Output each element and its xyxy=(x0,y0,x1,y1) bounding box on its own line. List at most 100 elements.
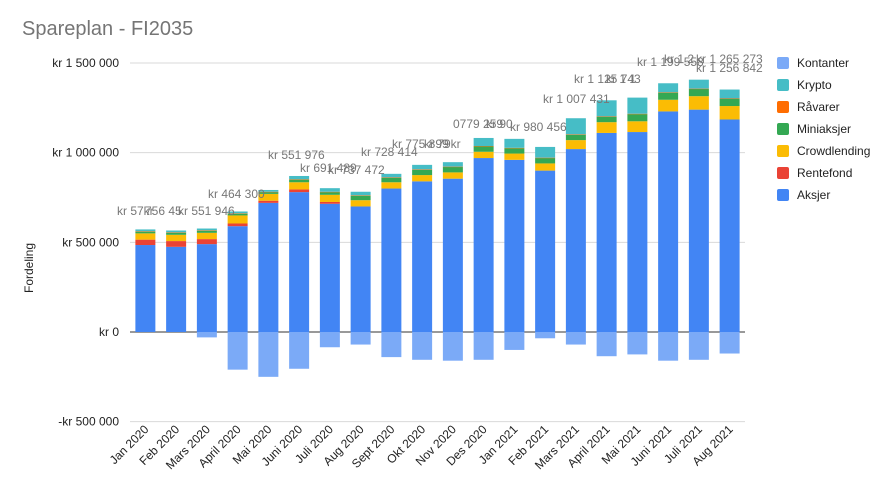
bar-segment-aksjer[interactable] xyxy=(565,149,586,332)
bar-segment-aksjer[interactable] xyxy=(319,203,340,332)
bar-segment-crowdlending[interactable] xyxy=(381,182,402,189)
bar-segment-aksjer[interactable] xyxy=(227,226,248,332)
bar-segment-krypto[interactable] xyxy=(258,189,279,192)
bar-segment-kontanter[interactable] xyxy=(196,332,217,338)
bar-segment-krypto[interactable] xyxy=(166,230,187,233)
bar-segment-krypto[interactable] xyxy=(381,173,402,178)
bar-segment-kontanter[interactable] xyxy=(350,332,371,345)
bar-segment-krypto[interactable] xyxy=(289,175,310,180)
bar-segment-krypto[interactable] xyxy=(196,228,217,231)
bar-segment-r-varer[interactable] xyxy=(350,195,371,196)
bar-segment-krypto[interactable] xyxy=(473,137,494,147)
bar-segment-miniaksjer[interactable] xyxy=(166,232,187,235)
bar-segment-r-varer[interactable] xyxy=(412,169,433,170)
bar-segment-r-varer[interactable] xyxy=(135,231,156,232)
bar-segment-aksjer[interactable] xyxy=(473,158,494,332)
bar-segment-r-varer[interactable] xyxy=(442,166,463,168)
bar-segment-crowdlending[interactable] xyxy=(412,175,433,182)
bar-segment-crowdlending[interactable] xyxy=(596,122,617,133)
bar-segment-krypto[interactable] xyxy=(535,146,556,158)
bar-segment-krypto[interactable] xyxy=(688,79,709,89)
bar-segment-kontanter[interactable] xyxy=(381,332,402,358)
bar-segment-crowdlending[interactable] xyxy=(166,234,187,242)
bar-segment-krypto[interactable] xyxy=(719,89,740,99)
bar-segment-kontanter[interactable] xyxy=(473,332,494,360)
bar-segment-r-varer[interactable] xyxy=(596,116,617,117)
bar-segment-kontanter[interactable] xyxy=(258,332,279,377)
bar-segment-kontanter[interactable] xyxy=(596,332,617,357)
bar-segment-aksjer[interactable] xyxy=(596,132,617,332)
bar-segment-miniaksjer[interactable] xyxy=(535,158,556,164)
bar-segment-crowdlending[interactable] xyxy=(504,153,525,160)
bar-segment-r-varer[interactable] xyxy=(381,177,402,178)
bar-segment-rentefond[interactable] xyxy=(319,201,340,204)
bar-segment-aksjer[interactable] xyxy=(719,119,740,333)
bar-segment-kontanter[interactable] xyxy=(289,332,310,369)
bar-segment-crowdlending[interactable] xyxy=(658,99,679,112)
bar-segment-kontanter[interactable] xyxy=(319,332,340,348)
bar-segment-kontanter[interactable] xyxy=(227,332,248,370)
bar-segment-crowdlending[interactable] xyxy=(319,194,340,202)
bar-segment-miniaksjer[interactable] xyxy=(135,231,156,234)
bar-segment-krypto[interactable] xyxy=(412,164,433,170)
bar-segment-rentefond[interactable] xyxy=(289,189,310,193)
bar-segment-aksjer[interactable] xyxy=(504,159,525,332)
bar-segment-krypto[interactable] xyxy=(565,118,586,135)
bar-segment-r-varer[interactable] xyxy=(627,113,648,115)
bar-segment-crowdlending[interactable] xyxy=(135,233,156,240)
bar-segment-miniaksjer[interactable] xyxy=(719,98,740,107)
bar-segment-krypto[interactable] xyxy=(319,188,340,192)
bar-segment-r-varer[interactable] xyxy=(535,157,556,159)
bar-segment-miniaksjer[interactable] xyxy=(319,192,340,195)
bar-segment-krypto[interactable] xyxy=(658,83,679,93)
bar-segment-miniaksjer[interactable] xyxy=(596,116,617,123)
bar-segment-krypto[interactable] xyxy=(350,191,371,196)
bar-segment-r-varer[interactable] xyxy=(196,230,217,231)
bar-segment-r-varer[interactable] xyxy=(258,191,279,193)
bar-segment-miniaksjer[interactable] xyxy=(258,192,279,194)
bar-segment-krypto[interactable] xyxy=(504,138,525,148)
bar-segment-miniaksjer[interactable] xyxy=(196,230,217,233)
bar-segment-r-varer[interactable] xyxy=(658,92,679,93)
bar-segment-krypto[interactable] xyxy=(442,162,463,167)
bar-segment-aksjer[interactable] xyxy=(535,170,556,332)
bar-segment-aksjer[interactable] xyxy=(135,245,156,332)
bar-segment-kontanter[interactable] xyxy=(658,332,679,361)
bar-segment-miniaksjer[interactable] xyxy=(381,177,402,183)
bar-segment-crowdlending[interactable] xyxy=(719,106,740,120)
bar-segment-krypto[interactable] xyxy=(227,211,248,214)
bar-segment-crowdlending[interactable] xyxy=(227,215,248,224)
bar-segment-kontanter[interactable] xyxy=(627,332,648,355)
bar-segment-aksjer[interactable] xyxy=(412,181,433,332)
bar-segment-miniaksjer[interactable] xyxy=(473,146,494,152)
bar-segment-rentefond[interactable] xyxy=(227,223,248,227)
bar-segment-kontanter[interactable] xyxy=(688,332,709,360)
bar-segment-aksjer[interactable] xyxy=(658,111,679,332)
bar-segment-miniaksjer[interactable] xyxy=(627,114,648,122)
bar-segment-krypto[interactable] xyxy=(135,229,156,232)
bar-segment-miniaksjer[interactable] xyxy=(412,169,433,176)
bar-segment-crowdlending[interactable] xyxy=(442,172,463,179)
bar-segment-miniaksjer[interactable] xyxy=(227,213,248,216)
bar-segment-crowdlending[interactable] xyxy=(289,182,310,190)
bar-segment-miniaksjer[interactable] xyxy=(658,92,679,100)
bar-segment-miniaksjer[interactable] xyxy=(350,195,371,201)
bar-segment-aksjer[interactable] xyxy=(381,188,402,332)
bar-segment-r-varer[interactable] xyxy=(166,232,187,233)
bar-segment-crowdlending[interactable] xyxy=(196,232,217,240)
bar-segment-kontanter[interactable] xyxy=(719,332,740,354)
bar-segment-aksjer[interactable] xyxy=(442,178,463,332)
bar-segment-r-varer[interactable] xyxy=(719,98,740,100)
bar-segment-kontanter[interactable] xyxy=(535,332,556,339)
bar-segment-krypto[interactable] xyxy=(627,97,648,114)
bar-segment-crowdlending[interactable] xyxy=(258,193,279,201)
bar-segment-r-varer[interactable] xyxy=(289,179,310,180)
bar-segment-crowdlending[interactable] xyxy=(535,163,556,171)
bar-segment-miniaksjer[interactable] xyxy=(688,89,709,97)
bar-segment-rentefond[interactable] xyxy=(258,200,279,203)
bar-segment-aksjer[interactable] xyxy=(166,246,187,332)
bar-segment-crowdlending[interactable] xyxy=(473,151,494,159)
bar-segment-krypto[interactable] xyxy=(596,100,617,117)
bar-segment-kontanter[interactable] xyxy=(504,332,525,350)
bar-segment-r-varer[interactable] xyxy=(504,147,525,149)
